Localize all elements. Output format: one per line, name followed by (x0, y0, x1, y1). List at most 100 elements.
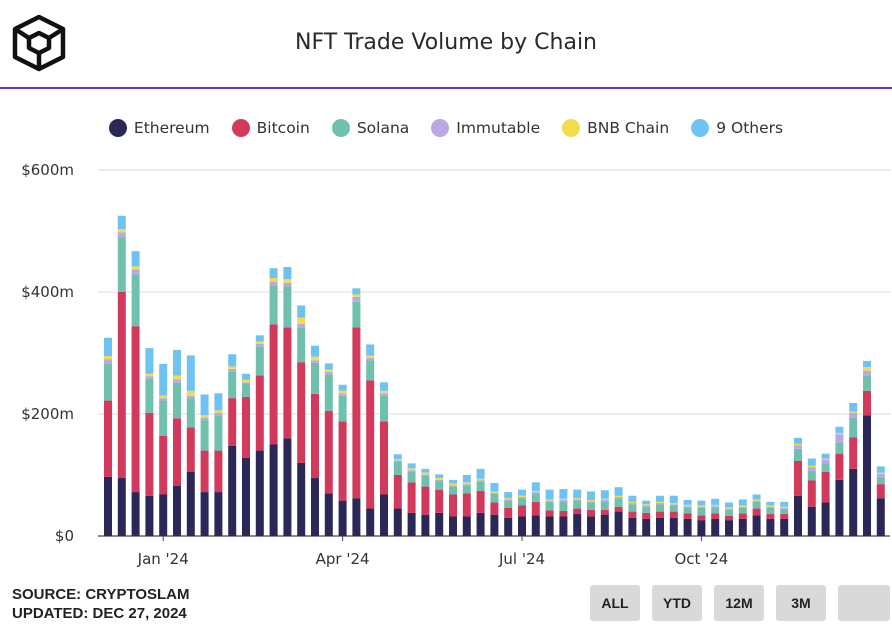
range-button-all[interactable]: ALL (590, 585, 640, 621)
bar-segment-ethereum[interactable] (642, 518, 651, 536)
bar-segment-solana[interactable] (807, 470, 816, 481)
bar-segment-solana[interactable] (642, 506, 651, 513)
bar-segment-immutable[interactable] (531, 492, 540, 494)
bar-segment-immutable[interactable] (683, 506, 692, 508)
bar-segment-immutable[interactable] (338, 393, 347, 396)
bar-segment-bnb-chain[interactable] (352, 294, 361, 297)
bar-segment-9-others[interactable] (421, 468, 430, 473)
bar-segment-immutable[interactable] (131, 269, 140, 275)
bar-segment-9-others[interactable] (669, 495, 678, 504)
bar-segment-immutable[interactable] (200, 417, 209, 421)
bar-segment-9-others[interactable] (794, 437, 802, 444)
bar-segment-bitcoin[interactable] (711, 513, 720, 519)
bar-segment-bnb-chain[interactable] (807, 465, 816, 468)
bar-segment-immutable[interactable] (821, 459, 830, 464)
bar-segment-9-others[interactable] (449, 479, 457, 484)
bar-segment-bitcoin[interactable] (821, 471, 830, 503)
bar-segment-immutable[interactable] (876, 473, 885, 478)
bar-segment-bitcoin[interactable] (380, 421, 388, 495)
bar-segment-immutable[interactable] (863, 370, 871, 376)
bar-segment-immutable[interactable] (380, 393, 388, 396)
bar-segment-9-others[interactable] (324, 363, 333, 370)
bar-segment-solana[interactable] (835, 442, 844, 454)
bar-segment-bnb-chain[interactable] (269, 277, 278, 282)
bar-segment-ethereum[interactable] (242, 457, 250, 536)
bar-segment-immutable[interactable] (725, 508, 733, 510)
bar-segment-ethereum[interactable] (269, 444, 278, 537)
bar-segment-immutable[interactable] (587, 501, 595, 503)
bar-segment-bnb-chain[interactable] (242, 379, 250, 383)
bar-segment-solana[interactable] (435, 481, 444, 490)
bar-segment-immutable[interactable] (559, 500, 568, 502)
bar-segment-bitcoin[interactable] (725, 515, 733, 521)
bar-segment-immutable[interactable] (186, 395, 195, 399)
bar-segment-ethereum[interactable] (449, 516, 457, 536)
bar-segment-ethereum[interactable] (228, 445, 237, 536)
bar-segment-bnb-chain[interactable] (545, 499, 554, 501)
bar-segment-bitcoin[interactable] (104, 400, 112, 477)
bar-segment-solana[interactable] (297, 327, 306, 363)
bar-segment-immutable[interactable] (780, 507, 789, 510)
bar-segment-ethereum[interactable] (518, 516, 526, 536)
bar-segment-bitcoin[interactable] (559, 510, 568, 517)
bar-segment-9-others[interactable] (863, 360, 871, 368)
bar-segment-solana[interactable] (255, 346, 264, 376)
bar-segment-immutable[interactable] (766, 506, 775, 508)
bar-segment-bitcoin[interactable] (752, 508, 761, 516)
bar-segment-immutable[interactable] (449, 485, 457, 487)
bar-segment-solana[interactable] (228, 371, 237, 399)
bar-segment-bnb-chain[interactable] (725, 507, 733, 509)
bar-segment-9-others[interactable] (697, 500, 706, 506)
bar-segment-bnb-chain[interactable] (876, 472, 885, 474)
bar-segment-immutable[interactable] (849, 412, 858, 418)
bar-segment-ethereum[interactable] (214, 492, 223, 536)
bar-segment-bnb-chain[interactable] (297, 317, 306, 324)
bar-segment-9-others[interactable] (711, 498, 720, 505)
bar-segment-bitcoin[interactable] (863, 390, 871, 416)
bar-segment-bitcoin[interactable] (628, 511, 637, 518)
bar-segment-solana[interactable] (173, 382, 181, 419)
bar-segment-bnb-chain[interactable] (324, 369, 333, 372)
bar-segment-bnb-chain[interactable] (380, 390, 388, 394)
bar-segment-solana[interactable] (725, 509, 733, 516)
bar-segment-ethereum[interactable] (173, 485, 181, 536)
range-button-custom[interactable] (838, 585, 890, 621)
bar-segment-solana[interactable] (393, 461, 402, 475)
range-button-3m[interactable]: 3M (776, 585, 826, 621)
bar-segment-bitcoin[interactable] (669, 511, 678, 518)
bar-segment-bnb-chain[interactable] (104, 356, 112, 360)
bar-segment-ethereum[interactable] (752, 515, 761, 536)
bar-segment-solana[interactable] (504, 500, 513, 508)
bar-segment-9-others[interactable] (352, 288, 361, 295)
bar-segment-bnb-chain[interactable] (794, 443, 802, 446)
bar-segment-immutable[interactable] (393, 460, 402, 462)
bar-segment-solana[interactable] (766, 507, 775, 515)
bar-segment-bitcoin[interactable] (435, 489, 444, 513)
bar-segment-bnb-chain[interactable] (462, 482, 471, 485)
bar-segment-ethereum[interactable] (104, 476, 112, 536)
bar-segment-immutable[interactable] (628, 503, 637, 505)
bar-segment-bitcoin[interactable] (656, 511, 664, 518)
bar-segment-9-others[interactable] (559, 489, 568, 499)
bar-segment-ethereum[interactable] (421, 514, 430, 536)
range-button-12m[interactable]: 12M (714, 585, 764, 621)
bar-segment-ethereum[interactable] (186, 471, 195, 536)
bar-segment-solana[interactable] (683, 507, 692, 514)
bar-segment-bnb-chain[interactable] (173, 375, 181, 380)
bar-segment-9-others[interactable] (821, 453, 830, 459)
bar-segment-bitcoin[interactable] (159, 435, 168, 495)
bar-segment-immutable[interactable] (518, 496, 526, 499)
bar-segment-9-others[interactable] (283, 266, 292, 280)
bar-segment-bitcoin[interactable] (131, 326, 140, 493)
bar-segment-9-others[interactable] (393, 454, 402, 460)
bar-segment-bnb-chain[interactable] (393, 459, 402, 461)
bar-segment-ethereum[interactable] (725, 520, 733, 536)
bar-segment-ethereum[interactable] (835, 479, 844, 536)
bar-segment-ethereum[interactable] (807, 506, 816, 536)
bar-segment-immutable[interactable] (600, 500, 609, 502)
bar-segment-immutable[interactable] (794, 445, 802, 449)
bar-segment-9-others[interactable] (766, 501, 775, 506)
bar-segment-bitcoin[interactable] (228, 398, 237, 446)
bar-segment-bitcoin[interactable] (311, 393, 319, 479)
bar-segment-bitcoin[interactable] (587, 509, 595, 517)
